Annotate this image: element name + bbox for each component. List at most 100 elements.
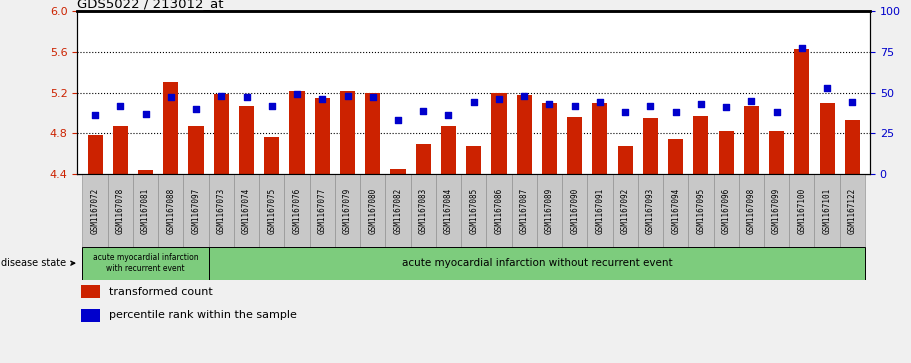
Bar bbox=[83, 174, 107, 247]
Text: GSM1167084: GSM1167084 bbox=[444, 187, 453, 234]
Point bbox=[618, 109, 632, 115]
Bar bbox=[113, 126, 128, 174]
Bar bbox=[689, 174, 713, 247]
Bar bbox=[314, 98, 330, 174]
Bar bbox=[415, 144, 431, 174]
Bar bbox=[764, 174, 789, 247]
Text: GSM1167098: GSM1167098 bbox=[747, 187, 756, 234]
Text: GSM1167078: GSM1167078 bbox=[116, 187, 125, 234]
Bar bbox=[542, 103, 557, 174]
Bar bbox=[360, 174, 385, 247]
Bar bbox=[512, 174, 537, 247]
Bar bbox=[87, 135, 103, 174]
Point bbox=[845, 99, 860, 105]
Text: GSM1167091: GSM1167091 bbox=[596, 187, 604, 234]
Text: GSM1167073: GSM1167073 bbox=[217, 187, 226, 234]
Text: GSM1167081: GSM1167081 bbox=[141, 187, 150, 234]
Point bbox=[138, 111, 153, 117]
Point bbox=[568, 103, 582, 109]
Bar bbox=[365, 93, 380, 174]
Point bbox=[164, 95, 179, 101]
Point bbox=[315, 96, 330, 102]
Bar bbox=[138, 170, 153, 174]
Text: GSM1167089: GSM1167089 bbox=[545, 187, 554, 234]
Bar bbox=[284, 174, 310, 247]
Bar bbox=[239, 106, 254, 174]
Bar bbox=[491, 93, 507, 174]
Text: GSM1167094: GSM1167094 bbox=[671, 187, 681, 234]
Text: GSM1167095: GSM1167095 bbox=[696, 187, 705, 234]
Text: GSM1167090: GSM1167090 bbox=[570, 187, 579, 234]
Text: GSM1167096: GSM1167096 bbox=[722, 187, 731, 234]
Point bbox=[794, 46, 809, 52]
Text: GSM1167101: GSM1167101 bbox=[823, 187, 832, 234]
Bar bbox=[588, 174, 612, 247]
Bar bbox=[663, 174, 689, 247]
Point bbox=[240, 95, 254, 101]
Point bbox=[87, 113, 102, 118]
Bar bbox=[209, 174, 234, 247]
Text: GSM1167079: GSM1167079 bbox=[343, 187, 352, 234]
Point bbox=[693, 101, 708, 107]
Bar bbox=[183, 174, 209, 247]
Point bbox=[466, 99, 481, 105]
Bar bbox=[789, 174, 814, 247]
Bar bbox=[719, 131, 733, 174]
Bar bbox=[259, 174, 284, 247]
Text: GSM1167122: GSM1167122 bbox=[848, 187, 857, 234]
Text: GSM1167097: GSM1167097 bbox=[191, 187, 200, 234]
Bar bbox=[592, 103, 608, 174]
Bar bbox=[80, 285, 99, 298]
Bar bbox=[794, 49, 810, 174]
Bar bbox=[391, 169, 405, 174]
Text: GSM1167075: GSM1167075 bbox=[267, 187, 276, 234]
Text: GDS5022 / 213012_at: GDS5022 / 213012_at bbox=[77, 0, 224, 10]
Bar bbox=[163, 82, 179, 174]
Point bbox=[441, 113, 456, 118]
Point bbox=[264, 103, 279, 109]
Text: GSM1167085: GSM1167085 bbox=[469, 187, 478, 234]
Text: transformed count: transformed count bbox=[109, 287, 213, 297]
Bar bbox=[290, 90, 304, 174]
Text: GSM1167093: GSM1167093 bbox=[646, 187, 655, 234]
Point bbox=[517, 93, 531, 99]
Bar bbox=[189, 126, 204, 174]
Text: GSM1167086: GSM1167086 bbox=[495, 187, 504, 234]
Bar bbox=[517, 95, 532, 174]
Bar bbox=[466, 146, 481, 174]
Point bbox=[214, 93, 229, 99]
Point bbox=[340, 93, 354, 99]
Bar bbox=[411, 174, 435, 247]
Text: GSM1167083: GSM1167083 bbox=[419, 187, 428, 234]
Point bbox=[593, 99, 608, 105]
Bar bbox=[209, 247, 865, 280]
Bar bbox=[618, 146, 633, 174]
Text: GSM1167080: GSM1167080 bbox=[368, 187, 377, 234]
Bar bbox=[814, 174, 840, 247]
Bar bbox=[562, 174, 588, 247]
Point bbox=[290, 91, 304, 97]
Bar bbox=[80, 309, 99, 322]
Text: acute myocardial infarction
with recurrent event: acute myocardial infarction with recurre… bbox=[93, 253, 199, 273]
Bar bbox=[713, 174, 739, 247]
Bar bbox=[769, 131, 784, 174]
Bar bbox=[264, 138, 280, 174]
Bar bbox=[107, 174, 133, 247]
Point bbox=[492, 96, 507, 102]
Text: GSM1167092: GSM1167092 bbox=[620, 187, 630, 234]
Text: GSM1167082: GSM1167082 bbox=[394, 187, 403, 234]
Bar bbox=[820, 103, 834, 174]
Point bbox=[769, 109, 783, 115]
Bar bbox=[461, 174, 486, 247]
Bar bbox=[668, 139, 683, 174]
Point bbox=[542, 101, 557, 107]
Point bbox=[365, 95, 380, 101]
Bar bbox=[739, 174, 764, 247]
Point bbox=[744, 98, 759, 104]
Text: GSM1167077: GSM1167077 bbox=[318, 187, 327, 234]
Bar bbox=[568, 117, 582, 174]
Bar bbox=[159, 174, 183, 247]
Bar bbox=[234, 174, 259, 247]
Text: GSM1167099: GSM1167099 bbox=[773, 187, 781, 234]
Text: GSM1167100: GSM1167100 bbox=[797, 187, 806, 234]
